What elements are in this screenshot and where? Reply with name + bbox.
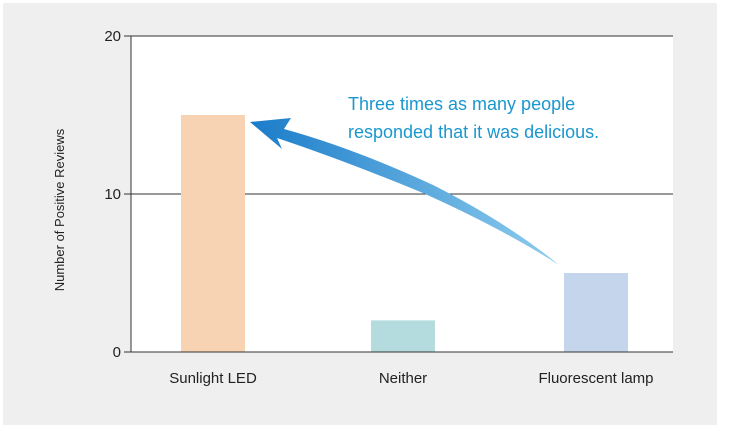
x-category-label: Fluorescent lamp xyxy=(538,370,653,387)
x-category-label: Sunlight LED xyxy=(169,370,257,387)
x-category-labels: Sunlight LED Neither Fluorescent lamp xyxy=(169,370,653,387)
bar-neither xyxy=(371,320,435,352)
y-tick-labels: 0 10 20 xyxy=(104,28,121,361)
annotation-line-1: Three times as many people xyxy=(348,94,575,114)
chart-frame: 0 10 20 Sunlight LED Neither Fluorescent lam… xyxy=(3,3,717,425)
bar-chart: 0 10 20 Sunlight LED Neither Fluorescent lam… xyxy=(52,28,673,387)
y-tick-label-10: 10 xyxy=(104,186,121,203)
y-axis-label: Number of Positive Reviews xyxy=(52,128,67,291)
bar-fluorescent-lamp xyxy=(564,273,628,352)
annotation-line-2: responded that it was delicious. xyxy=(348,122,599,142)
annotation-arrow xyxy=(250,118,559,265)
bars xyxy=(181,115,628,352)
axes xyxy=(124,35,673,353)
y-tick-label-20: 20 xyxy=(104,28,121,45)
bar-sunlight-led xyxy=(181,115,245,352)
y-tick-label-0: 0 xyxy=(113,344,121,361)
x-category-label: Neither xyxy=(379,370,427,387)
